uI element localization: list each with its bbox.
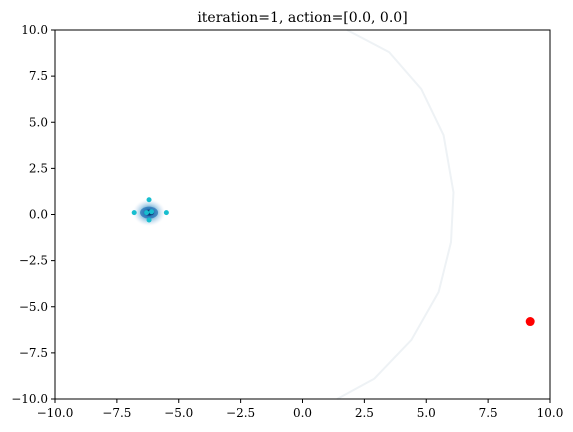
x-tick-label: −7.5: [102, 406, 131, 420]
data-points: [131, 197, 535, 327]
chart-title: iteration=1, action=[0.0, 0.0]: [197, 10, 407, 26]
boundary-arc: [336, 29, 455, 400]
x-tick-label: 10.0: [537, 406, 564, 420]
y-tick-label: 10.0: [21, 23, 48, 37]
data-point-0-1: [131, 210, 137, 216]
plot-frame: [54, 29, 551, 400]
y-axis: 10.0 7.5 5.0 2.5 0.0 −2.5 −5.0 −7.5 −10.0: [11, 23, 55, 406]
y-tick-label: 2.5: [29, 161, 48, 175]
y-tick-label: −5.0: [19, 300, 48, 314]
data-point-0-4: [163, 210, 169, 216]
data-point-0-5: [146, 217, 152, 223]
y-tick-label: −7.5: [19, 346, 48, 360]
x-tick-label: 0.0: [293, 406, 312, 420]
data-point-1-0: [525, 317, 535, 327]
data-point-0-2: [144, 210, 150, 216]
x-tick-label: −5.0: [164, 406, 193, 420]
arc-line: [336, 29, 455, 400]
y-tick-label: 7.5: [29, 69, 48, 83]
data-point-0-3: [149, 209, 155, 215]
y-tick-label: −10.0: [11, 392, 48, 406]
x-tick-label: 7.5: [479, 406, 498, 420]
x-tick-label: −10.0: [37, 406, 74, 420]
data-point-0-0: [146, 197, 152, 203]
y-tick-label: 5.0: [29, 115, 48, 129]
y-tick-label: 0.0: [29, 208, 48, 222]
x-tick-label: 2.5: [355, 406, 374, 420]
x-tick-label: −2.5: [226, 406, 255, 420]
y-tick-label: −2.5: [19, 254, 48, 268]
x-axis: −10.0 −7.5 −5.0 −2.5 0.0 2.5 5.0 7.5 10.0: [37, 399, 564, 420]
x-tick-label: 5.0: [417, 406, 436, 420]
